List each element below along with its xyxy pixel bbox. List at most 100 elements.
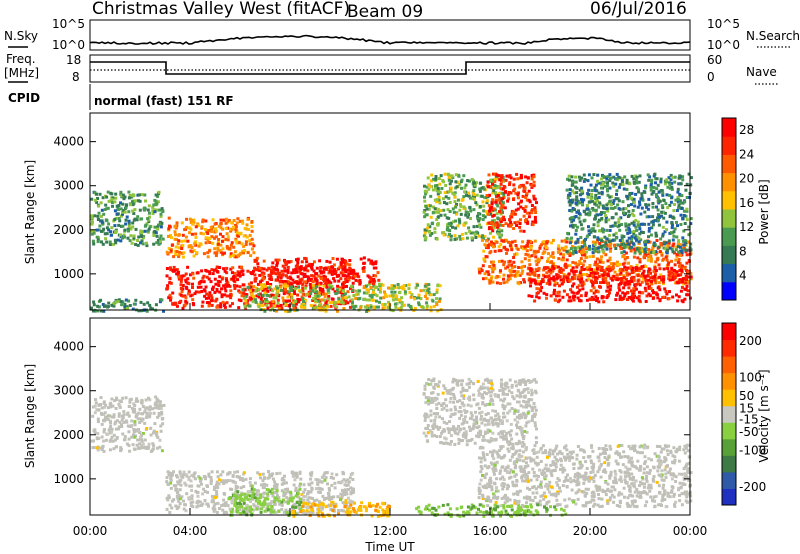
power-cell-r3: [189, 244, 193, 248]
power-cell-r6: [451, 207, 455, 211]
velocity-cell-r0: [115, 436, 119, 439]
power-cell-r9: [680, 299, 684, 303]
power-cell-r9: [533, 281, 537, 285]
velocity-cell-r1: [278, 502, 282, 506]
power-cell-r8: [609, 262, 613, 266]
velocity-cell-r0: [128, 400, 132, 404]
power-cell-r10: [612, 199, 616, 203]
power-cell-r2: [315, 296, 319, 300]
power-cell-r0: [131, 203, 135, 207]
power-cell-r0: [143, 193, 147, 197]
power-cell-r2: [238, 290, 242, 294]
power-cell-r8: [534, 255, 538, 259]
power-cell-r0: [135, 218, 139, 222]
power-cell-r10: [669, 178, 673, 182]
power-cell-r6: [460, 232, 464, 236]
power-cell-r9: [604, 279, 608, 283]
power-cell-r9: [665, 292, 669, 296]
power-cell-r4: [393, 286, 397, 290]
power-cell-r9: [570, 269, 574, 273]
power-cell-r2: [184, 280, 188, 284]
power-cell-r0: [95, 192, 98, 196]
velocity-cell-r0: [123, 438, 127, 442]
power-cell-r9: [661, 275, 665, 279]
power-cell-r0: [134, 227, 138, 231]
power-cell-r0: [151, 212, 155, 216]
power-cell-r7: [521, 183, 525, 187]
power-cell-r9: [651, 291, 655, 295]
power-cell-r10: [629, 203, 633, 206]
power-cell-r0: [136, 215, 140, 219]
power-cell-r8: [499, 243, 503, 246]
power-cell-r2: [225, 278, 229, 282]
power-cell-r10: [641, 222, 645, 226]
velocity-cell-r1: [238, 508, 242, 512]
power-cell-r0: [153, 208, 157, 212]
power-cell-r10: [574, 214, 578, 218]
velocity-cell-r1: [306, 498, 310, 502]
power-cell-r8: [646, 258, 650, 262]
power-cell-r10: [568, 194, 572, 198]
power-cell-r10: [636, 236, 639, 240]
power-cell-r10: [671, 223, 674, 227]
power-cell-r10: [606, 175, 610, 179]
power-cell-r9: [556, 273, 560, 277]
power-cell-r5: [306, 279, 310, 283]
power-cell-r6: [427, 207, 431, 211]
power-cell-r2: [196, 285, 200, 289]
power-cell-r10: [645, 215, 649, 219]
power-cell-r6: [485, 199, 489, 203]
power-cell-r7: [519, 229, 523, 233]
power-cell-r6: [459, 237, 463, 241]
power-cell-r9: [530, 294, 534, 298]
velocity-cell-r0: [151, 407, 155, 411]
power-cell-r8: [523, 257, 527, 261]
velocity-cell-r0: [100, 412, 104, 416]
power-cell-r9: [592, 291, 596, 295]
power-cell-r5: [307, 264, 311, 268]
power-cell-r9: [576, 277, 580, 281]
power-cell-r10: [644, 250, 648, 254]
power-cell-r6: [443, 191, 447, 195]
power-cell-r0: [122, 209, 126, 213]
power-cell-r7: [524, 196, 528, 200]
power-cell-r8: [556, 250, 560, 254]
power-cell-r10: [607, 233, 611, 237]
power-cell-r0: [110, 198, 114, 201]
power-cell-r3: [213, 251, 217, 255]
power-cell-r3: [250, 237, 254, 241]
power-cell-r2: [238, 265, 242, 269]
velocity-cell-r1: [211, 507, 215, 511]
power-cell-r10: [622, 242, 626, 246]
power-cell-r8: [521, 269, 525, 273]
power-cell-r9: [675, 293, 678, 297]
power-cell-r3: [219, 218, 223, 222]
power-cell-r6: [441, 197, 445, 201]
power-cell-r9: [578, 271, 582, 275]
power-cell-r10: [659, 189, 663, 193]
power-cell-r6: [448, 232, 451, 236]
power-cell-r7: [520, 199, 523, 203]
power-cell-r2: [225, 280, 229, 284]
freq-left-tick-top: 18: [66, 53, 81, 67]
velocity-cell-r0: [132, 433, 135, 437]
power-cell-r10: [582, 198, 586, 202]
power-colorbar-frame: [721, 117, 737, 301]
power-cell-r3: [244, 243, 248, 247]
power-cell-r8: [514, 244, 518, 247]
power-cell-r6: [449, 234, 453, 238]
power-cell-r4: [377, 287, 381, 291]
power-cell-r0: [117, 204, 121, 207]
power-cell-r3: [180, 239, 184, 243]
power-cell-r10: [668, 186, 672, 190]
power-cell-r7: [516, 177, 520, 181]
power-cell-r4: [373, 293, 377, 297]
power-cell-r5: [287, 260, 291, 264]
power-cell-r7: [534, 211, 538, 214]
power-cell-r8: [657, 281, 661, 285]
power-cell-r3: [248, 233, 252, 237]
power-cell-r9: [653, 266, 657, 269]
power-cell-r2: [199, 280, 203, 284]
power-cell-r6: [424, 204, 428, 208]
power-cell-r4: [323, 294, 327, 298]
